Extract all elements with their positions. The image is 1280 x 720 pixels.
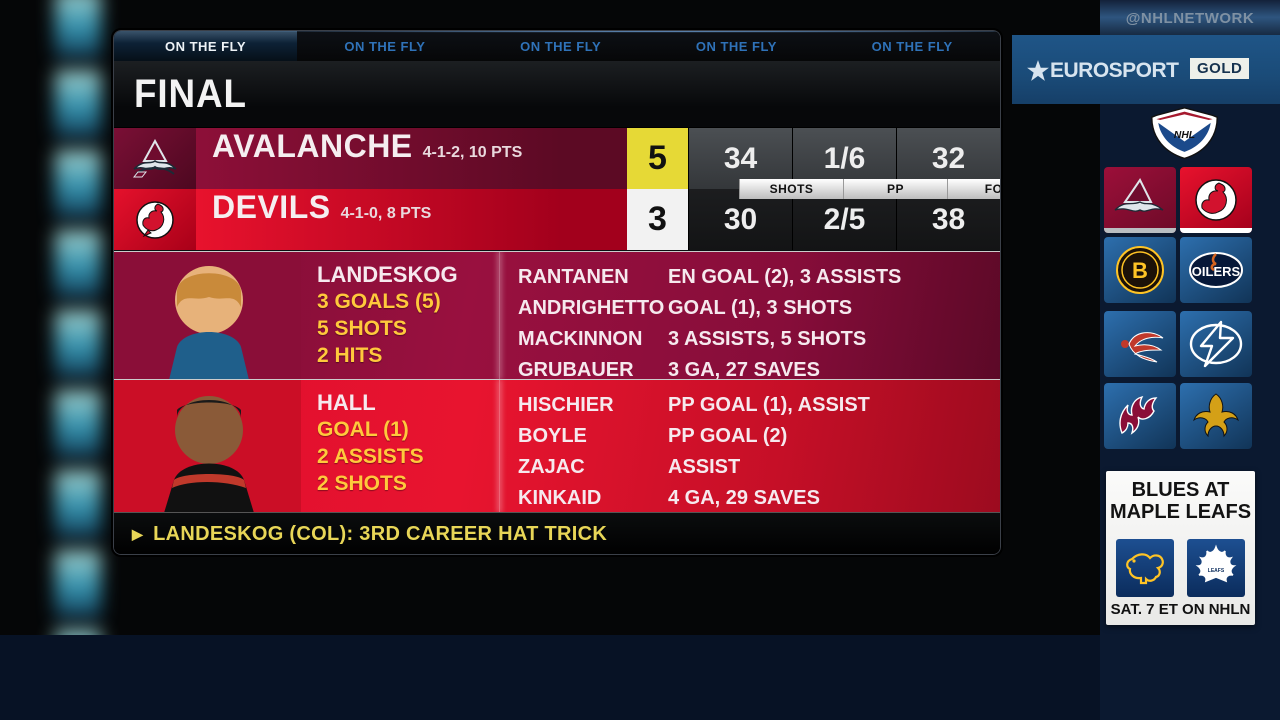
svg-text:LEAFS: LEAFS bbox=[1208, 568, 1225, 574]
svg-text:NHL: NHL bbox=[1174, 130, 1195, 141]
svg-text:B: B bbox=[1132, 258, 1148, 283]
svg-text:OILERS: OILERS bbox=[1192, 264, 1241, 279]
